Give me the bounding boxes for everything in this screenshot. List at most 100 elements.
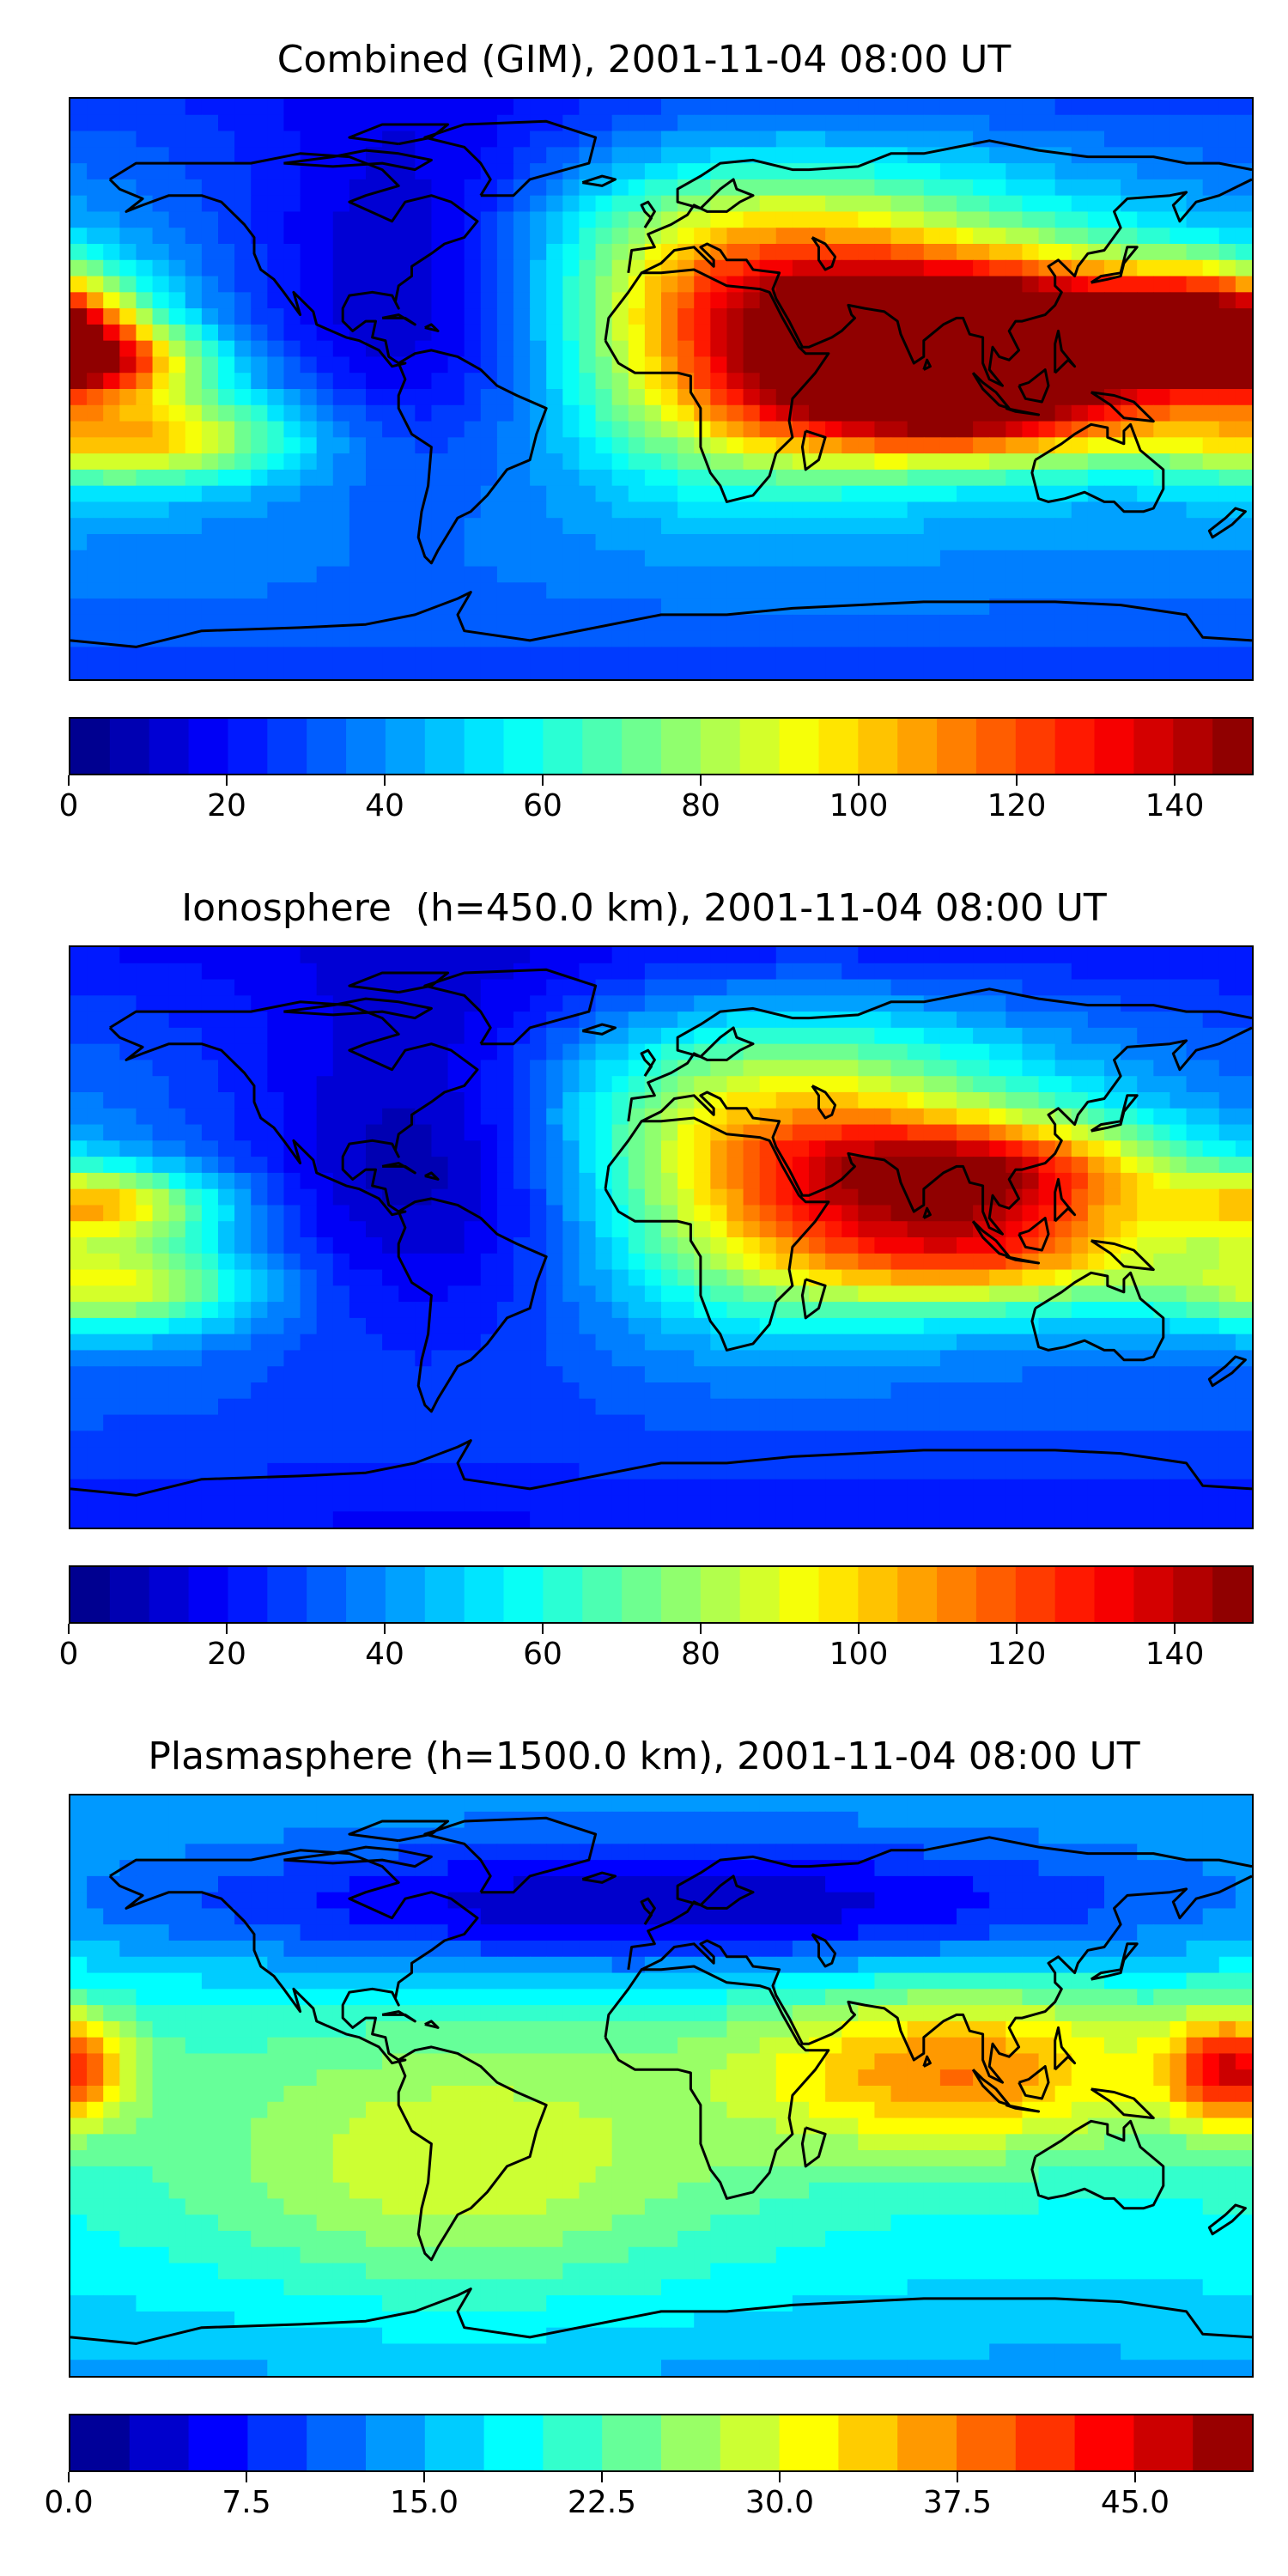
coastline <box>1030 1271 1165 1362</box>
coastline <box>640 200 656 229</box>
coastlines <box>70 1816 1252 2345</box>
colorbar-swatch <box>267 719 307 774</box>
tec-field <box>70 947 1252 1528</box>
coastline <box>423 968 598 1046</box>
colorbar-swatch <box>109 719 150 774</box>
coastline <box>1018 1217 1050 1252</box>
colorbar-swatch <box>622 719 662 774</box>
coastline <box>1005 1255 1041 1265</box>
colorbar-tick-label: 7.5 <box>222 2485 271 2520</box>
colorbar-swatch <box>1133 2415 1194 2470</box>
colorbar-swatch <box>858 719 898 774</box>
coastline <box>1090 246 1139 284</box>
map-title: Combined (GIM), 2001-11-04 08:00 UT <box>276 38 1012 82</box>
colorbar-gradient <box>70 2415 1252 2470</box>
colorbar-swatch <box>366 2415 426 2470</box>
coastline <box>70 591 1252 648</box>
colorbar-tick-label: 20 <box>207 788 246 823</box>
coastline <box>627 1836 1252 1971</box>
colorbar-swatch <box>385 719 426 774</box>
coastline <box>397 1197 548 1413</box>
coastline <box>397 349 548 565</box>
colorbar <box>69 1565 1254 1624</box>
colorbar-swatch <box>307 1567 347 1622</box>
colorbar-tick-label: 20 <box>207 1637 246 1672</box>
coastline <box>381 2010 416 2023</box>
colorbar-tick <box>542 1624 544 1634</box>
coastline <box>800 2126 827 2168</box>
tec-field <box>70 1795 1252 2376</box>
colorbar-swatch <box>897 1567 938 1622</box>
colorbar-swatch <box>70 1567 111 1622</box>
colorbar-swatch <box>858 1567 898 1622</box>
colorbar-swatch <box>897 719 938 774</box>
colorbar-tick-label: 15.0 <box>389 2485 459 2520</box>
colorbar-tick-label: 140 <box>1145 1637 1205 1672</box>
colorbar-tick <box>1016 775 1018 786</box>
colorbar-swatch <box>582 719 623 774</box>
coastline <box>800 1278 827 1320</box>
colorbar-swatch <box>818 1567 859 1622</box>
coastline <box>640 1897 656 1926</box>
colorbar-swatch <box>188 719 229 774</box>
colorbar-tick-label: 100 <box>829 1637 889 1672</box>
colorbar-swatch <box>346 719 386 774</box>
coastline <box>581 174 617 187</box>
colorbar-swatch <box>661 2415 721 2470</box>
coastline <box>641 1874 1252 2084</box>
coastline <box>283 997 433 1020</box>
colorbar-tick <box>384 775 386 786</box>
colorbar-tick <box>858 775 860 786</box>
colorbar-swatch <box>739 1567 781 1622</box>
colorbar-tick-label: 120 <box>987 788 1047 823</box>
coastline <box>1005 2104 1041 2113</box>
colorbar-swatch <box>70 2415 131 2470</box>
colorbar-swatch <box>661 719 702 774</box>
colorbar-swatch <box>109 1567 150 1622</box>
coastline <box>604 1965 830 2200</box>
coastline <box>604 268 830 503</box>
colorbar-gradient <box>70 1567 1252 1622</box>
colorbar-swatch <box>188 2415 248 2470</box>
coastline <box>397 2045 548 2262</box>
colorbar-swatch <box>700 1567 741 1622</box>
colorbar-swatch <box>70 719 111 774</box>
colorbar-swatch <box>149 719 190 774</box>
colorbar-tick-label: 60 <box>523 788 562 823</box>
colorbar-swatch <box>1054 719 1096 774</box>
coastline <box>922 1206 932 1219</box>
colorbar-swatch <box>188 1567 229 1622</box>
coastline <box>1018 368 1050 404</box>
colorbar-tick-label: 22.5 <box>567 2485 637 2520</box>
coastline <box>1054 329 1077 374</box>
coastline <box>108 1000 479 1217</box>
coastline <box>348 1820 450 1843</box>
colorbar-swatch <box>937 1567 977 1622</box>
map-combined <box>69 97 1254 681</box>
colorbar-swatch <box>424 2415 485 2470</box>
coastline <box>922 358 932 371</box>
colorbar-swatch <box>779 1567 820 1622</box>
colorbar-swatch <box>582 1567 623 1622</box>
coastline <box>1090 391 1155 423</box>
coastline <box>581 1023 617 1036</box>
coastline <box>108 1849 479 2065</box>
colorbar-tick <box>1016 1624 1018 1634</box>
colorbar-tick-label: 30.0 <box>744 2485 815 2520</box>
colorbar-tick-label: 80 <box>681 788 720 823</box>
colorbar-swatch <box>424 1567 465 1622</box>
colorbar-swatch <box>1212 719 1252 774</box>
coastline <box>627 139 1252 274</box>
coastline <box>381 1162 416 1175</box>
colorbar-swatch <box>1074 2415 1134 2470</box>
colorbar-tick-label: 40 <box>365 788 404 823</box>
tec-field <box>70 99 1252 679</box>
coastline <box>423 1816 598 1894</box>
coastline <box>1005 407 1041 416</box>
coastline <box>1054 1177 1077 1223</box>
coastline <box>581 1871 617 1884</box>
colorbar-tick <box>68 775 70 786</box>
colorbar-swatch <box>739 719 781 774</box>
colorbar-swatch <box>503 719 544 774</box>
colorbar-swatch <box>228 719 268 774</box>
